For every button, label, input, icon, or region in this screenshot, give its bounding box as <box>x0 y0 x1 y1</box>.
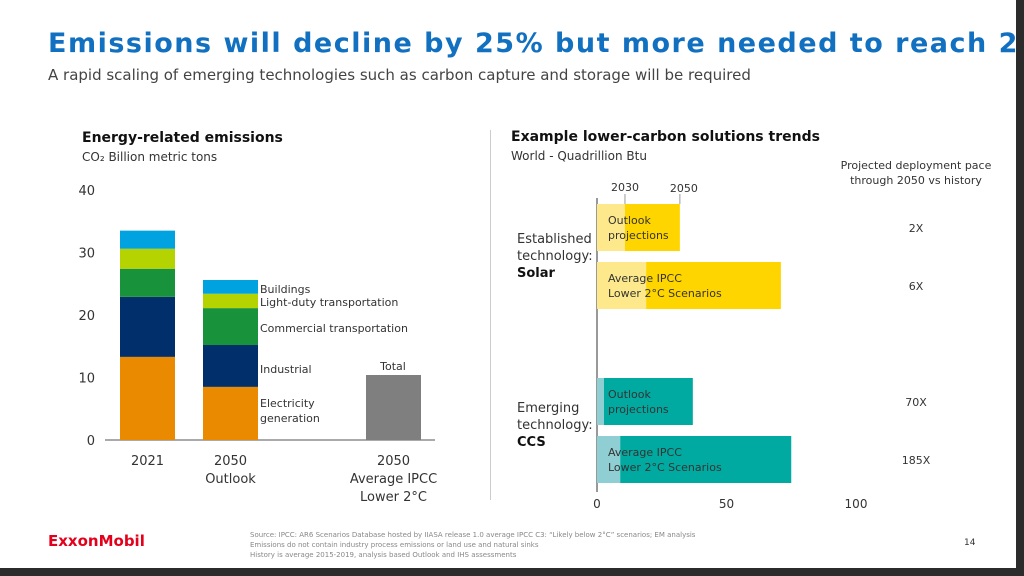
solutions-chart: 0 50 100 2030 2050 Established technology: Sola… <box>517 181 931 511</box>
x-tick-label: 2050 <box>214 454 247 469</box>
legend-label: Buildings <box>260 283 311 296</box>
group-label: technology: <box>517 249 593 264</box>
bar-2030 <box>597 436 621 483</box>
bar-label: Average IPCC <box>608 272 682 285</box>
divider <box>490 130 491 500</box>
x-tick-label: 50 <box>719 497 734 511</box>
x-tick-label: 2021 <box>131 454 164 469</box>
slide-title: Emissions will decline by 25% but more n… <box>48 28 1016 59</box>
pace-value: 6X <box>909 280 924 293</box>
bar-label: Outlook <box>608 214 651 227</box>
slide: Emissions will decline by 25% but more n… <box>0 0 1016 568</box>
bar-label: Average IPCC <box>608 446 682 459</box>
pace-value: 2X <box>909 222 924 235</box>
slide-subtitle: A rapid scaling of emerging technologies… <box>48 66 751 84</box>
page-number: 14 <box>964 538 976 548</box>
bar-segment-electricity-generation <box>203 386 258 440</box>
group-label: Emerging <box>517 401 579 416</box>
x-tick-label: 100 <box>845 497 868 511</box>
bar-segment-light-duty-transportation <box>203 293 258 309</box>
source-line: Emissions do not contain industry proces… <box>250 541 539 549</box>
pace-value: 185X <box>902 454 931 467</box>
bar-2030 <box>597 204 625 251</box>
year-marker-2030: 2030 <box>611 181 639 194</box>
bar-2050 <box>597 436 792 483</box>
y-tick-label: 20 <box>78 309 95 324</box>
bar-segment-electricity-generation <box>120 356 175 440</box>
legend-label: generation <box>260 412 320 425</box>
bar-segment-industrial <box>203 345 258 387</box>
bar-label: Lower 2°C Scenarios <box>608 287 722 300</box>
right-chart-title: Example lower-carbon solutions trends <box>511 129 820 145</box>
legend-label: Light-duty transportation <box>260 296 398 309</box>
y-tick-label: 0 <box>87 434 95 449</box>
bar-2030 <box>597 262 647 309</box>
group-label: technology: <box>517 418 593 433</box>
x-tick-label: Lower 2°C <box>360 490 427 505</box>
x-tick-label: 2050 <box>377 454 410 469</box>
source-line: Source: IPCC: AR6 Scenarios Database hos… <box>250 531 696 539</box>
pace-value: 70X <box>905 396 927 409</box>
right-chart-subtitle: World - Quadrillion Btu <box>511 149 647 163</box>
legend-label: Industrial <box>260 363 312 376</box>
group-label-tech: Solar <box>517 266 556 281</box>
bar-segment-buildings <box>120 230 175 249</box>
exxonmobil-logo: ExxonMobil <box>48 532 145 550</box>
left-chart-ylabel: CO₂ Billion metric tons <box>82 150 218 164</box>
legend-label: Electricity <box>260 397 315 410</box>
emissions-chart: 0 10 20 30 40 2021 2050 Outlook 2050 Average IPCC… <box>78 184 437 505</box>
bar-label: Outlook <box>608 388 651 401</box>
bar-segment-buildings <box>203 280 258 294</box>
y-tick-label: 10 <box>78 372 95 387</box>
source-line: History is average 2015-2019, analysis b… <box>250 551 517 559</box>
bar-2030 <box>597 378 604 425</box>
bar-segment-industrial <box>120 296 175 357</box>
x-tick-label: Average IPCC <box>350 472 437 487</box>
bar-label: projections <box>608 229 669 242</box>
y-tick-label: 40 <box>78 184 95 199</box>
pace-header: Projected deployment pace through 2050 v… <box>840 159 992 187</box>
bar-segment-total <box>366 375 421 440</box>
total-label: Total <box>379 360 406 373</box>
y-tick-label: 30 <box>78 247 95 262</box>
legend-label: Commercial transportation <box>260 322 408 335</box>
group-label-tech: CCS <box>517 435 546 450</box>
bar-segment-commercial-transportation <box>120 268 175 297</box>
left-chart-title: Energy-related emissions <box>82 130 283 146</box>
bar-2050 <box>597 378 693 425</box>
bar-label: projections <box>608 403 669 416</box>
bar-label: Lower 2°C Scenarios <box>608 461 722 474</box>
year-marker-2050: 2050 <box>670 182 698 195</box>
x-tick-label: 0 <box>593 497 601 511</box>
bar-segment-commercial-transportation <box>203 308 258 345</box>
x-tick-label: Outlook <box>205 472 256 487</box>
group-label: Established <box>517 232 592 247</box>
source-notes: Source: IPCC: AR6 Scenarios Database hos… <box>250 530 695 560</box>
bar-segment-light-duty-transportation <box>120 248 175 269</box>
